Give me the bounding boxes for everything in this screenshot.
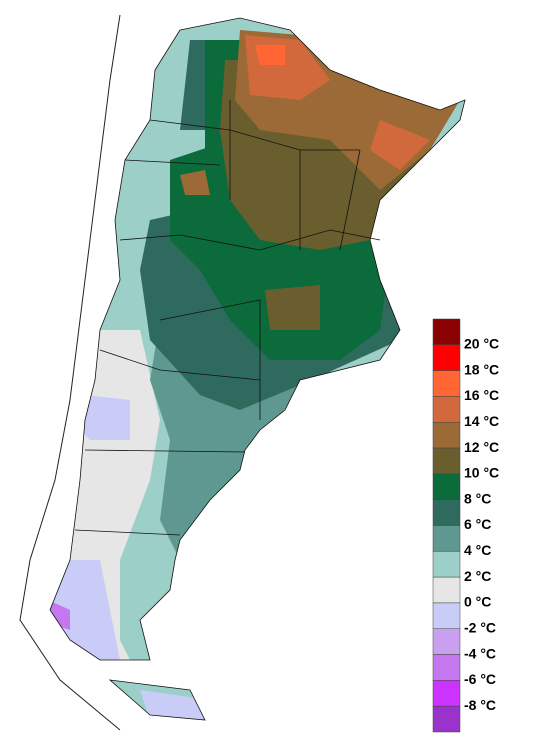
legend-swatch [432, 318, 461, 346]
legend-swatch [432, 654, 461, 681]
legend-swatch [432, 447, 461, 475]
country-border [49, 17, 466, 721]
legend-label: 6 °C [464, 516, 491, 532]
legend-swatch [432, 680, 461, 707]
province-line [74, 100, 381, 536]
legend-swatch [432, 602, 461, 629]
legend-swatch [432, 576, 461, 604]
legend-label: 0 °C [464, 594, 491, 610]
zone-neg6-4 [50, 600, 70, 630]
legend-swatch [432, 628, 461, 655]
legend-label: -6 °C [464, 671, 496, 687]
legend-swatch [432, 344, 461, 371]
legend-swatch [432, 525, 461, 552]
legend-swatch [432, 499, 461, 526]
legend-label: 2 °C [464, 568, 491, 584]
legend-label: 14 °C [464, 413, 499, 429]
legend-label: 10 °C [464, 465, 499, 481]
legend-label: 18 °C [464, 361, 499, 377]
legend-swatch [432, 705, 461, 733]
legend-label: -2 °C [464, 619, 496, 635]
legend-swatch [432, 551, 461, 578]
zone-neg2-0 [50, 390, 210, 720]
legend-swatch [432, 396, 461, 423]
province-borders [49, 17, 466, 721]
legend-swatch [432, 370, 461, 397]
legend-label: 12 °C [464, 439, 499, 455]
legend-label: -8 °C [464, 697, 496, 713]
legend-swatch [432, 473, 461, 500]
zone-16-18 [255, 45, 285, 65]
chile-outline [19, 14, 121, 731]
legend-label: 16 °C [464, 387, 499, 403]
legend-label: -4 °C [464, 645, 496, 661]
legend-swatch [432, 422, 461, 449]
legend-label: 4 °C [464, 542, 491, 558]
legend-label: 8 °C [464, 490, 491, 506]
legend-label: 20 °C [464, 336, 499, 352]
zone-14-16 [245, 35, 430, 170]
legend: 20 °C 18 °C 16 °C 14 °C 12 °C 10 °C 8 °C 6 °C 4 … [432, 318, 499, 733]
